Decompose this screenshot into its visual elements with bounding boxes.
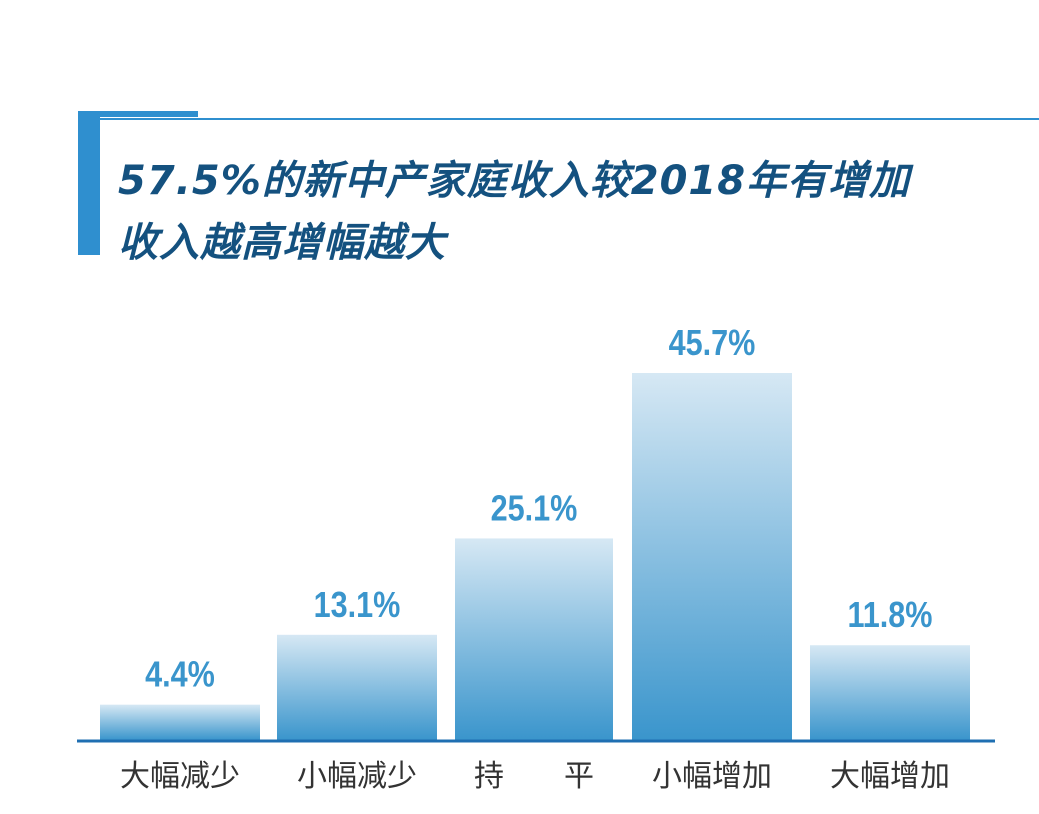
chart-title-line-1: 57.5%的新中产家庭收入较2018年有增加 (118, 158, 911, 204)
bar-value-label: 13.1% (314, 586, 401, 626)
bar (277, 634, 437, 740)
bar-value-label: 4.4% (145, 655, 215, 695)
bar (810, 645, 970, 740)
bar-value-label: 25.1% (491, 489, 578, 529)
x-axis-tick-label: 小幅减少 (297, 759, 417, 794)
x-axis-tick-label: 持 平 (474, 759, 594, 794)
x-axis-tick-label: 大幅减少 (120, 759, 240, 794)
bar (100, 704, 260, 740)
chart-title-line-2: 收入越高增幅越大 (118, 220, 446, 266)
x-axis-tick-label: 小幅增加 (652, 759, 772, 794)
bar (455, 538, 613, 740)
title-accent-rule (100, 118, 1039, 120)
chart-title-block: 57.5%的新中产家庭收入较2018年有增加 收入越高增幅越大 (0, 0, 1039, 270)
bar-value-label: 45.7% (669, 324, 756, 364)
bar (632, 373, 792, 740)
title-accent-vertical-bar (78, 113, 100, 255)
x-axis-tick-label: 大幅增加 (830, 759, 950, 794)
title-accent-top-bar (78, 111, 198, 117)
bar-value-label: 11.8% (847, 596, 932, 636)
